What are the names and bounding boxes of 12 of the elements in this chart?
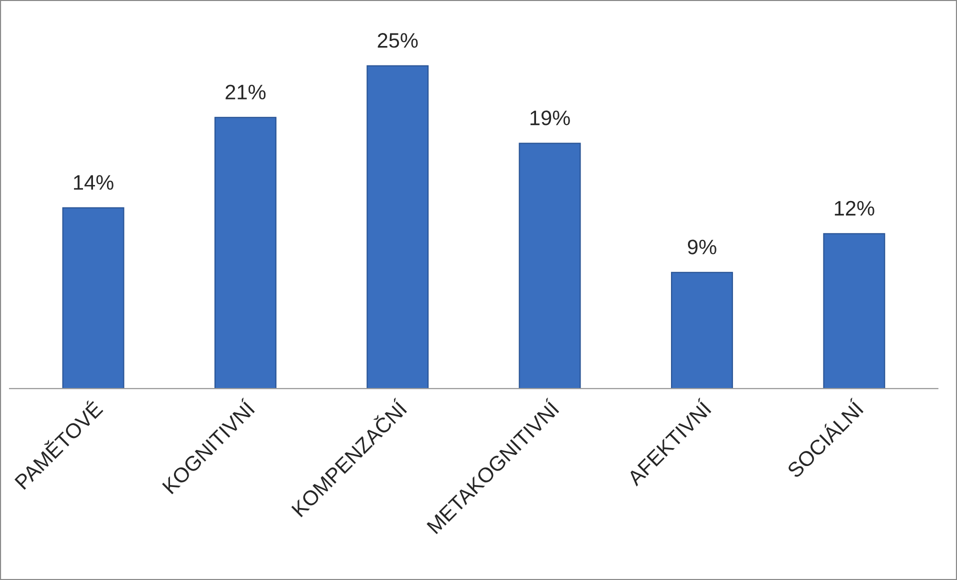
data-label: 19% — [530, 110, 570, 126]
bar — [823, 233, 886, 389]
bar — [670, 272, 733, 389]
bar — [214, 116, 276, 389]
data-label: 9% — [688, 240, 716, 254]
bar — [518, 142, 581, 389]
bar — [366, 65, 429, 389]
data-label: 21% — [226, 84, 266, 100]
data-label: 25% — [378, 33, 418, 48]
data-label: 12% — [834, 200, 874, 216]
data-label: 14% — [74, 175, 114, 190]
bar — [62, 207, 124, 389]
